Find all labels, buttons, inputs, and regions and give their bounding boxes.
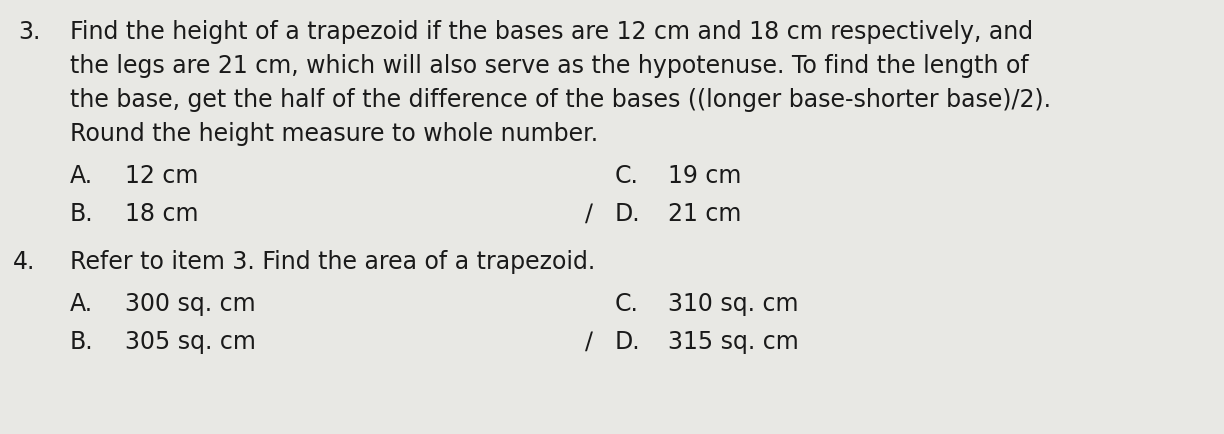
Text: Round the height measure to whole number.: Round the height measure to whole number… xyxy=(70,122,599,146)
Text: 4.: 4. xyxy=(13,250,35,273)
Text: ∕: ∕ xyxy=(585,201,592,226)
Text: 18 cm: 18 cm xyxy=(125,201,198,226)
Text: C.: C. xyxy=(614,164,639,187)
Text: 21 cm: 21 cm xyxy=(668,201,742,226)
Text: 305 sq. cm: 305 sq. cm xyxy=(125,329,256,353)
Text: 12 cm: 12 cm xyxy=(125,164,198,187)
Text: 3.: 3. xyxy=(18,20,40,44)
Text: B.: B. xyxy=(70,201,93,226)
Text: 315 sq. cm: 315 sq. cm xyxy=(668,329,799,353)
Text: D.: D. xyxy=(614,201,640,226)
Text: C.: C. xyxy=(614,291,639,315)
Text: the legs are 21 cm, which will also serve as the hypotenuse. To find the length : the legs are 21 cm, which will also serv… xyxy=(70,54,1028,78)
Text: 19 cm: 19 cm xyxy=(668,164,742,187)
Text: Find the height of a trapezoid if the bases are 12 cm and 18 cm respectively, an: Find the height of a trapezoid if the ba… xyxy=(70,20,1033,44)
Text: Refer to item 3. Find the area of a trapezoid.: Refer to item 3. Find the area of a trap… xyxy=(70,250,595,273)
Text: A.: A. xyxy=(70,164,93,187)
Text: 310 sq. cm: 310 sq. cm xyxy=(668,291,798,315)
Text: B.: B. xyxy=(70,329,93,353)
Text: ∕: ∕ xyxy=(585,329,592,353)
Text: D.: D. xyxy=(614,329,640,353)
Text: 300 sq. cm: 300 sq. cm xyxy=(125,291,256,315)
Text: the base, get the half of the difference of the bases ((longer base-shorter base: the base, get the half of the difference… xyxy=(70,88,1051,112)
Text: A.: A. xyxy=(70,291,93,315)
